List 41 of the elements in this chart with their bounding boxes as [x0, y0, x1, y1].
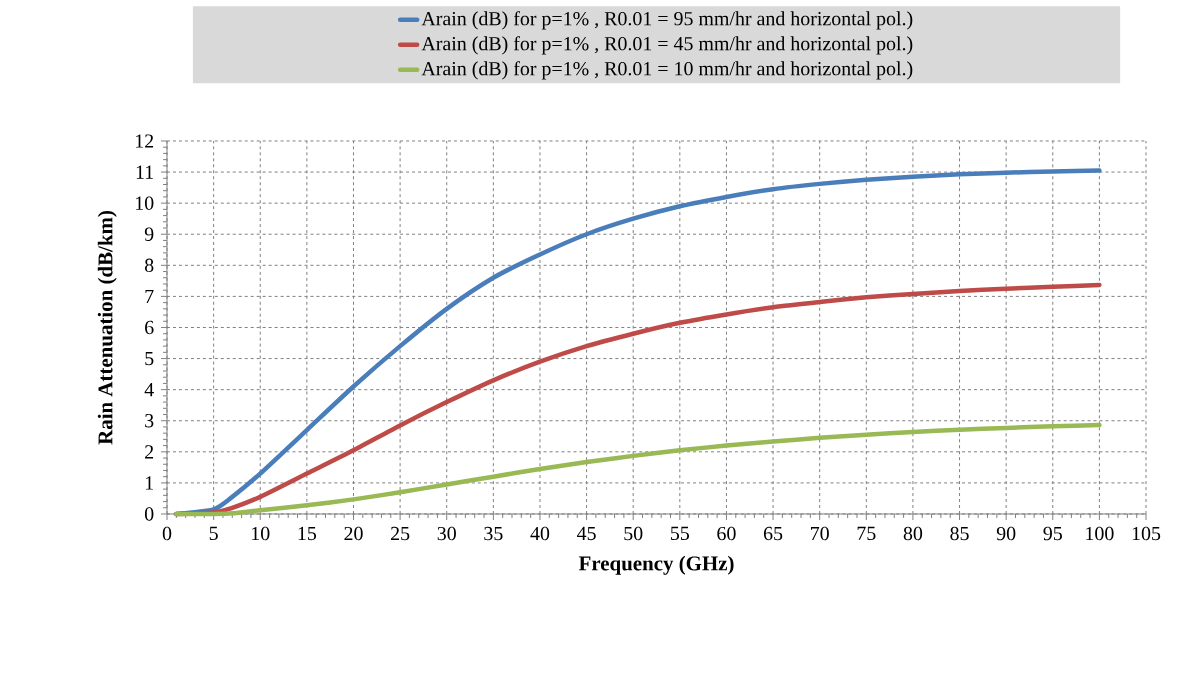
- y-tick-label: 2: [145, 445, 154, 459]
- x-tick-label: 100: [1086, 526, 1114, 541]
- x-tick-label: 5: [209, 526, 218, 541]
- y-tick-label: 7: [145, 289, 154, 303]
- legend-label: Arain (dB) for p=1% , R0.01 = 45 mm/hr and horizontal pol.): [421, 36, 913, 55]
- y-tick-label: 11: [136, 165, 153, 179]
- x-tick-label: 70: [811, 526, 829, 541]
- y-tick-label: 12: [136, 134, 154, 148]
- y-tick-label: 1: [145, 476, 153, 490]
- x-tick-label: 0: [162, 526, 172, 541]
- y-tick-label: 0: [144, 507, 154, 521]
- x-tick-label: 30: [437, 526, 456, 541]
- x-tick-label: 40: [530, 526, 550, 541]
- x-tick-label: 20: [344, 526, 363, 541]
- legend-label: Arain (dB) for p=1% , R0.01 = 10 mm/hr and horizontal pol.): [421, 61, 913, 80]
- x-tick-label: 105: [1132, 526, 1161, 541]
- x-tick-label: 60: [717, 526, 736, 541]
- x-tick-label: 45: [577, 526, 596, 541]
- x-tick-label: 10: [252, 526, 270, 541]
- x-tick-label: 15: [298, 526, 317, 541]
- x-tick-label: 55: [671, 526, 690, 541]
- x-tick-label: 75: [857, 526, 876, 541]
- x-tick-label: 35: [484, 526, 503, 541]
- y-tick-label: 4: [144, 383, 154, 397]
- y-axis-title: Rain Attenuation (dB/km): [97, 211, 117, 445]
- y-tick-label: 6: [145, 320, 154, 335]
- legend-label: Arain (dB) for p=1% , R0.01 = 95 mm/hr and horizontal pol.): [421, 11, 913, 30]
- y-tick-label: 8: [144, 258, 154, 273]
- x-tick-label: 65: [763, 526, 783, 541]
- y-tick-label: 3: [145, 414, 154, 428]
- x-tick-label: 80: [903, 526, 923, 541]
- x-tick-label: 95: [1043, 526, 1062, 541]
- x-tick-label: 25: [391, 526, 410, 541]
- x-tick-label: 50: [624, 526, 643, 541]
- x-tick-label: 90: [996, 526, 1016, 541]
- x-tick-label: 85: [950, 526, 969, 541]
- y-tick-label: 10: [136, 196, 154, 210]
- line-series: [174, 422, 1102, 517]
- y-tick-label: 9: [144, 227, 154, 241]
- x-axis-title: Frequency (GHz): [578, 555, 734, 575]
- y-tick-label: 5: [145, 351, 154, 366]
